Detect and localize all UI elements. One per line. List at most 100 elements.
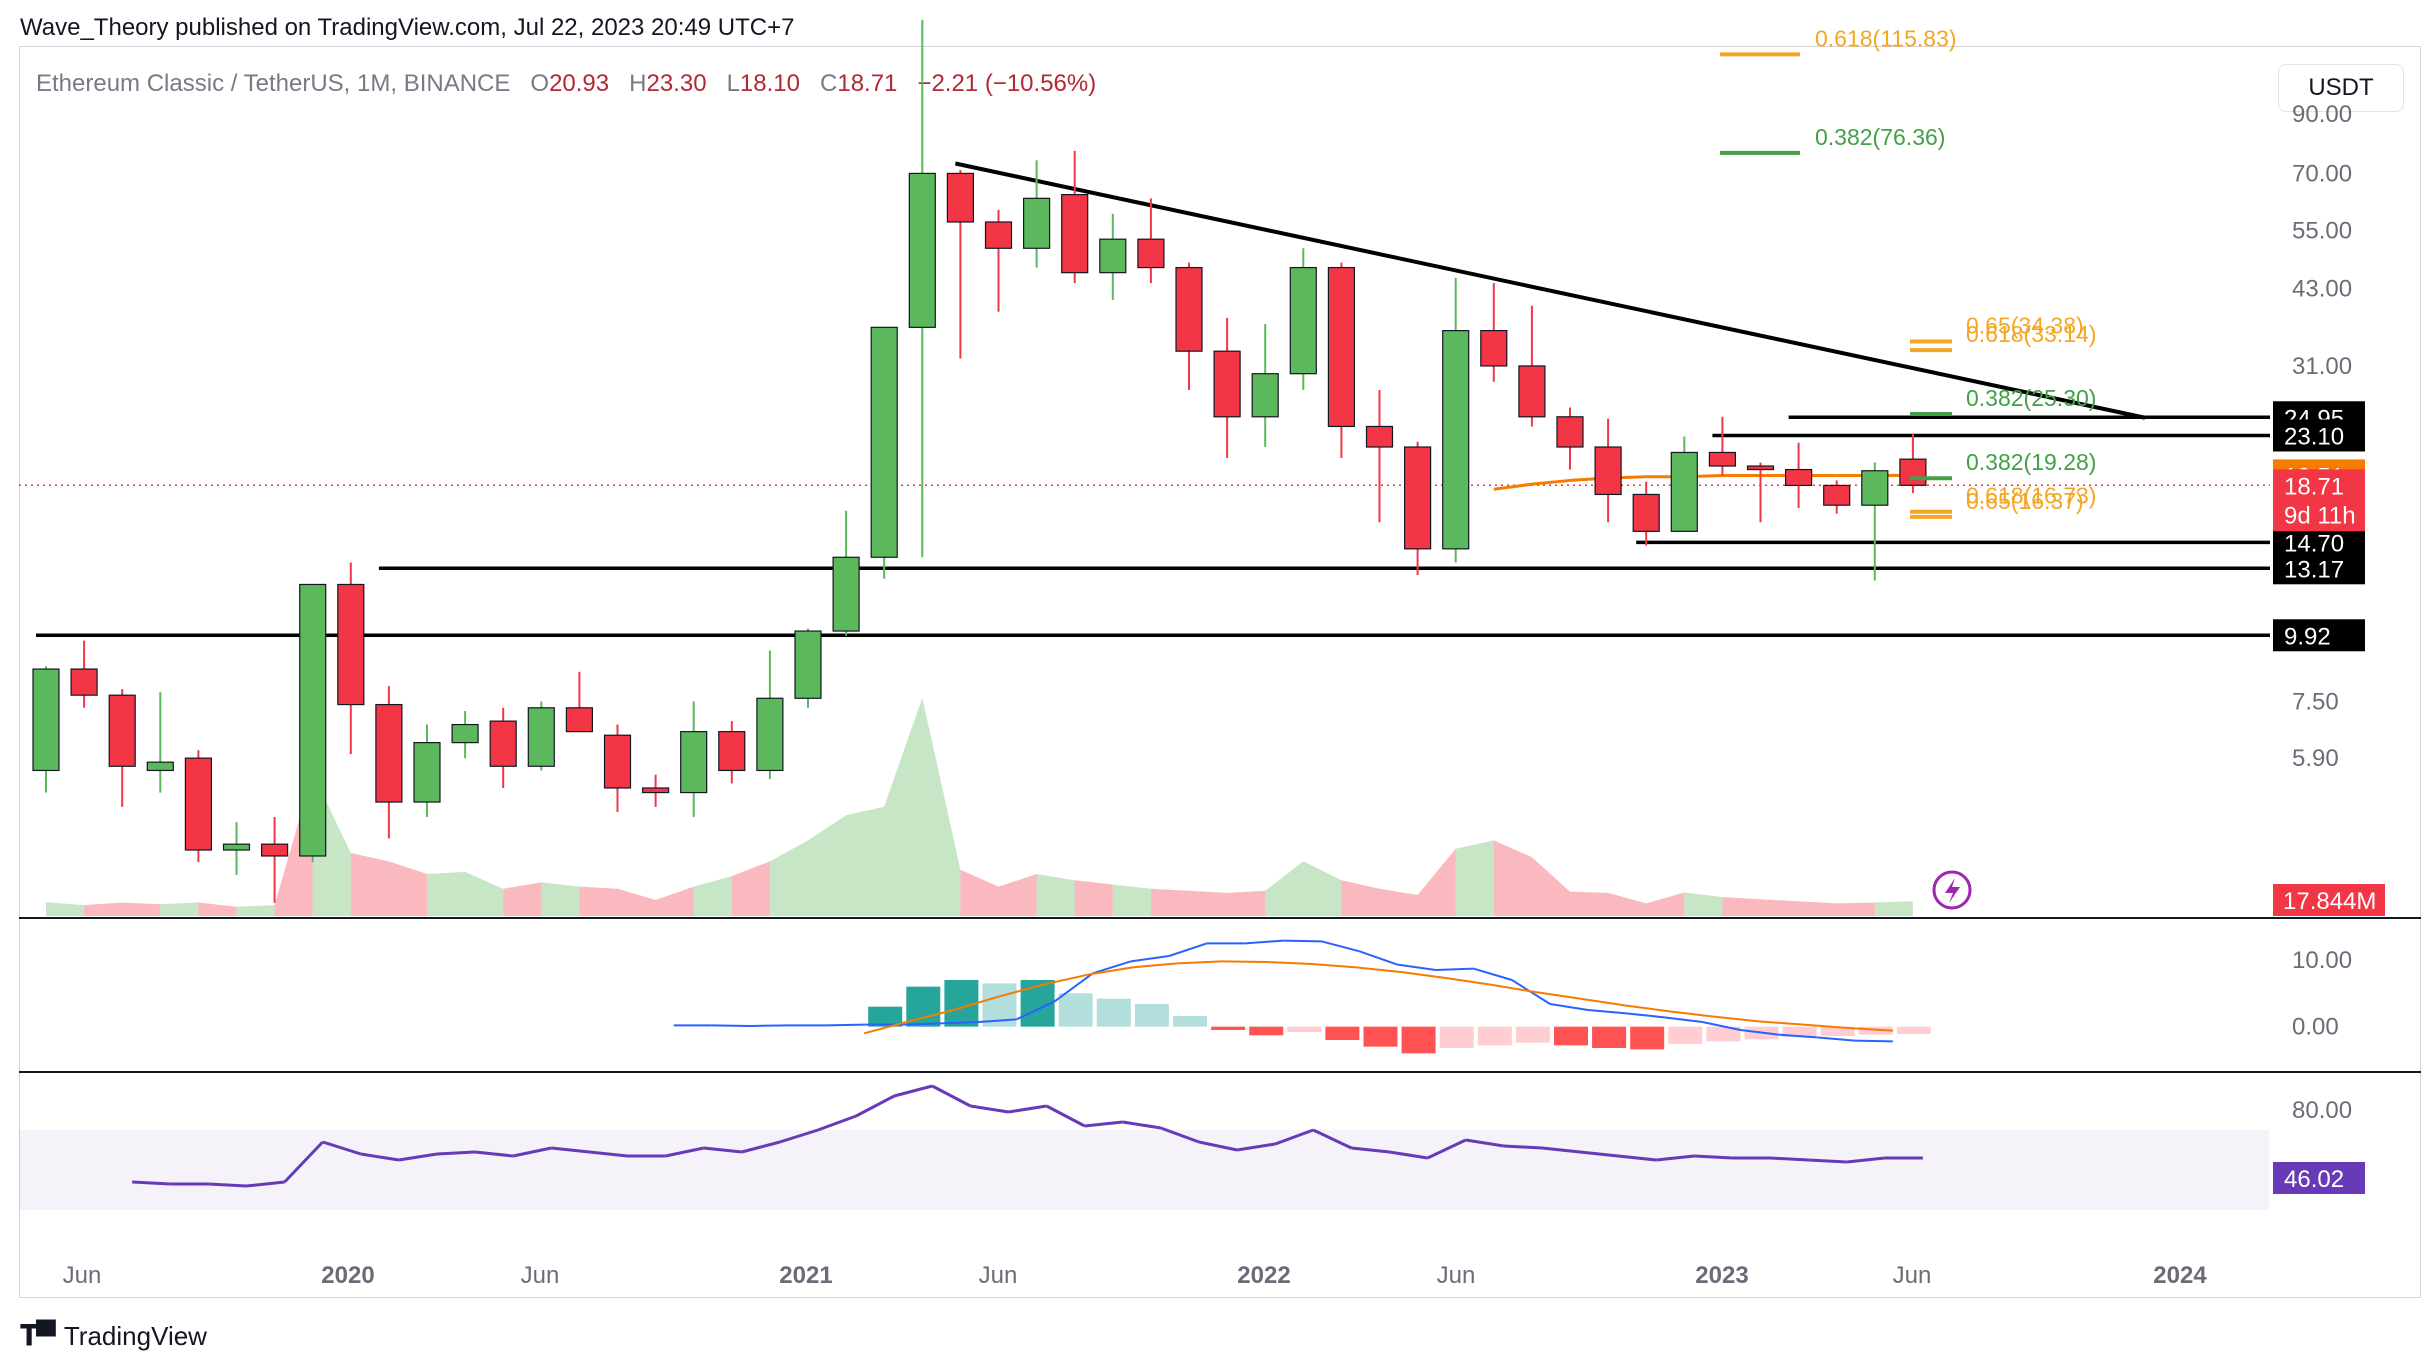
volume-area <box>884 697 923 916</box>
rsi-line-segment <box>551 1146 590 1154</box>
countdown-tag-label: 9d 11h <box>2284 502 2356 529</box>
macd-signal-segment <box>1624 1004 1670 1013</box>
volume-area <box>693 876 732 916</box>
time-axis-tick: 2024 <box>2153 1262 2207 1289</box>
currency-button[interactable]: USDT <box>2278 64 2404 112</box>
tradingview-brand: TradingView <box>63 1321 207 1351</box>
macd-histogram-bar <box>1096 998 1131 1027</box>
fib-level-label: 0.618(16.73) <box>1966 483 2096 509</box>
candle-body <box>527 707 555 767</box>
candle-body <box>375 703 403 803</box>
candle-body <box>1899 458 1927 486</box>
rsi-line-segment <box>512 1146 552 1158</box>
volume-area <box>1265 861 1304 916</box>
volume-area <box>1150 888 1189 916</box>
macd-histogram-bar <box>1668 1026 1703 1044</box>
rsi-line-segment <box>474 1150 514 1158</box>
candle-body <box>1784 468 1813 487</box>
tradingview-logo[interactable]: 𝐓▀ TradingView <box>20 1320 207 1353</box>
macd-signal-segment <box>1803 1023 1849 1029</box>
fib-level-label: 0.618(33.14) <box>1966 321 2096 347</box>
candle-body <box>946 172 975 223</box>
rsi-line-segment <box>1274 1128 1314 1146</box>
fib-level-label: 0.382(19.28) <box>1966 449 2096 475</box>
change-value: −2.21 (−10.56%) <box>917 70 1097 97</box>
macd-line-segment <box>1588 1009 1627 1015</box>
volume-area <box>808 815 847 916</box>
macd-histogram-bar <box>1515 1026 1550 1043</box>
macd-line-segment <box>1816 1036 1855 1042</box>
macd-line-segment <box>1245 939 1284 945</box>
rsi-line-segment <box>741 1140 781 1154</box>
candle-body <box>832 556 860 632</box>
price-axis-tick: 31.00 <box>2292 353 2352 380</box>
candle-body <box>70 668 98 696</box>
candle-body <box>222 843 251 851</box>
macd-axis-tick: 10.00 <box>2292 947 2352 974</box>
macd-line-segment <box>826 1023 865 1027</box>
candle-body <box>908 172 936 328</box>
candle-body <box>1670 451 1698 532</box>
macd-histogram-bar <box>1211 1026 1246 1030</box>
candle-body <box>1708 451 1737 467</box>
macd-line-segment <box>1130 955 1170 963</box>
candle-body <box>984 221 1013 249</box>
rsi-axis-tick: 80.00 <box>2292 1097 2352 1124</box>
macd-signal-segment <box>1087 966 1133 976</box>
macd-signal-segment <box>1669 1010 1715 1018</box>
macd-histogram-bar <box>1477 1026 1512 1046</box>
macd-signal-segment <box>1356 966 1402 973</box>
candle-body <box>756 697 784 772</box>
rsi-line-segment <box>1045 1104 1086 1128</box>
candle-body <box>413 742 441 803</box>
price-axis-tick: 55.00 <box>2292 217 2352 244</box>
volume-area <box>960 869 999 916</box>
rsi-value-tag-label: 46.02 <box>2284 1166 2344 1193</box>
candle-body <box>794 630 822 699</box>
fib-level-label: 0.65(16.37) <box>1966 488 2084 514</box>
fib-level-label: 0.382(25.30) <box>1966 385 2096 411</box>
volume-area <box>1341 880 1380 916</box>
time-axis-tick: 2022 <box>1237 1262 1290 1289</box>
time-axis-tick: Jun <box>979 1262 1018 1289</box>
candle-body <box>1061 193 1089 274</box>
lightning-icon-bolt <box>1945 878 1960 903</box>
candle-body <box>1861 470 1889 506</box>
time-axis-tick: Jun <box>1893 1262 1932 1289</box>
volume-area <box>198 902 237 916</box>
volume-area <box>1531 857 1570 916</box>
rsi-line-segment <box>1846 1156 1885 1164</box>
rsi-line-segment <box>1122 1120 1162 1130</box>
rsi-line-segment <box>589 1150 628 1158</box>
rsi-line-segment <box>1084 1120 1123 1128</box>
price-axis-tick: 90.00 <box>2292 101 2352 128</box>
volume-tag-label: 17.844M <box>2283 888 2376 915</box>
symbol-legend: Ethereum Classic / TetherUS, 1M, BINANCE… <box>36 70 1096 98</box>
candle-body <box>603 734 632 789</box>
lightning-icon <box>1932 870 1972 910</box>
time-axis-tick: Jun <box>63 1262 102 1289</box>
rsi-line-segment <box>436 1150 476 1156</box>
macd-histogram-bar <box>1363 1026 1398 1047</box>
candle-body <box>108 694 136 767</box>
candle-body <box>146 761 174 772</box>
macd-line-segment <box>1435 967 1474 971</box>
volume-area <box>1493 840 1532 916</box>
volume-area <box>465 871 504 916</box>
rsi-line-segment <box>1808 1158 1847 1164</box>
candle-body <box>337 583 365 706</box>
candle-body <box>1746 465 1775 471</box>
rsi-line-segment <box>322 1140 362 1156</box>
volume-area <box>1646 892 1685 916</box>
rsi-value-tag <box>2273 1162 2365 1194</box>
macd-line-segment <box>902 1022 941 1026</box>
candle-body <box>1365 425 1394 448</box>
rsi-line-segment <box>1617 1154 1657 1162</box>
volume-area <box>769 840 808 916</box>
volume-area <box>1112 884 1151 916</box>
volume-area <box>427 871 466 916</box>
rsi-line-segment <box>283 1140 324 1184</box>
volume-area <box>998 874 1037 916</box>
rsi-line-segment <box>1656 1154 1695 1162</box>
